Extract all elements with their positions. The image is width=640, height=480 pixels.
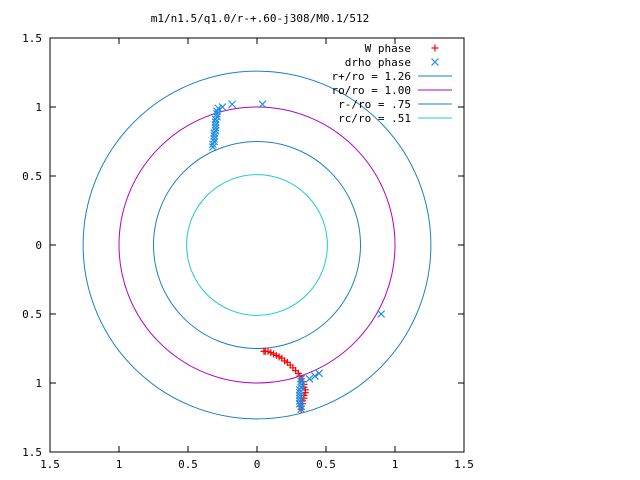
legend-label: drho phase (345, 56, 411, 69)
data-point (211, 118, 220, 127)
data-point (210, 129, 219, 138)
circle-series (118, 106, 396, 384)
data-point (211, 115, 220, 124)
x-tick-label: 1 (392, 458, 399, 471)
data-point (208, 140, 217, 149)
y-tick-label: 1.5 (22, 446, 42, 459)
x-tick-label: 0 (254, 458, 261, 471)
circle-series (153, 141, 361, 349)
data-point (297, 402, 306, 411)
legend-label: rc/ro = .51 (338, 112, 411, 125)
data-point (297, 377, 306, 386)
data-point (295, 385, 304, 394)
y-tick-label: 0.5 (22, 170, 42, 183)
data-point (218, 103, 227, 111)
x-tick-label: 0.5 (178, 458, 198, 471)
data-point (295, 394, 304, 403)
y-tick-label: 0 (35, 239, 42, 252)
data-point (295, 388, 304, 397)
legend-label: r-/ro = .75 (338, 98, 411, 111)
y-tick-label: 0.5 (22, 308, 42, 321)
data-point (208, 143, 217, 151)
legend-marker-sample (431, 58, 439, 66)
data-point (297, 405, 306, 414)
data-point (228, 100, 237, 109)
legend-label: ro/ro = 1.00 (332, 84, 411, 97)
data-point (297, 374, 306, 383)
data-point (315, 369, 324, 378)
circle-series (82, 70, 432, 420)
circle-series (186, 174, 328, 316)
x-tick-label: 1 (116, 458, 123, 471)
y-tick-label: 1 (35, 377, 42, 390)
legend-marker-sample (431, 44, 439, 52)
legend-label: W phase (365, 42, 411, 55)
chart-title: m1/n1.5/q1.0/r-+.60-j308/M0.1/512 (151, 12, 370, 25)
y-tick-label: 1.5 (22, 32, 42, 45)
data-point (213, 107, 221, 116)
x-tick-label: 0.5 (316, 458, 336, 471)
y-tick-label: 1 (35, 101, 42, 114)
data-point (377, 310, 386, 318)
legend-label: r+/ro = 1.26 (332, 70, 411, 83)
x-tick-label: 1.5 (40, 458, 60, 471)
x-tick-label: 1.5 (454, 458, 474, 471)
data-point (210, 132, 219, 140)
data-point (295, 391, 304, 400)
data-point (211, 121, 220, 129)
data-point (305, 374, 314, 383)
data-point (258, 100, 267, 109)
data-point (311, 372, 319, 381)
